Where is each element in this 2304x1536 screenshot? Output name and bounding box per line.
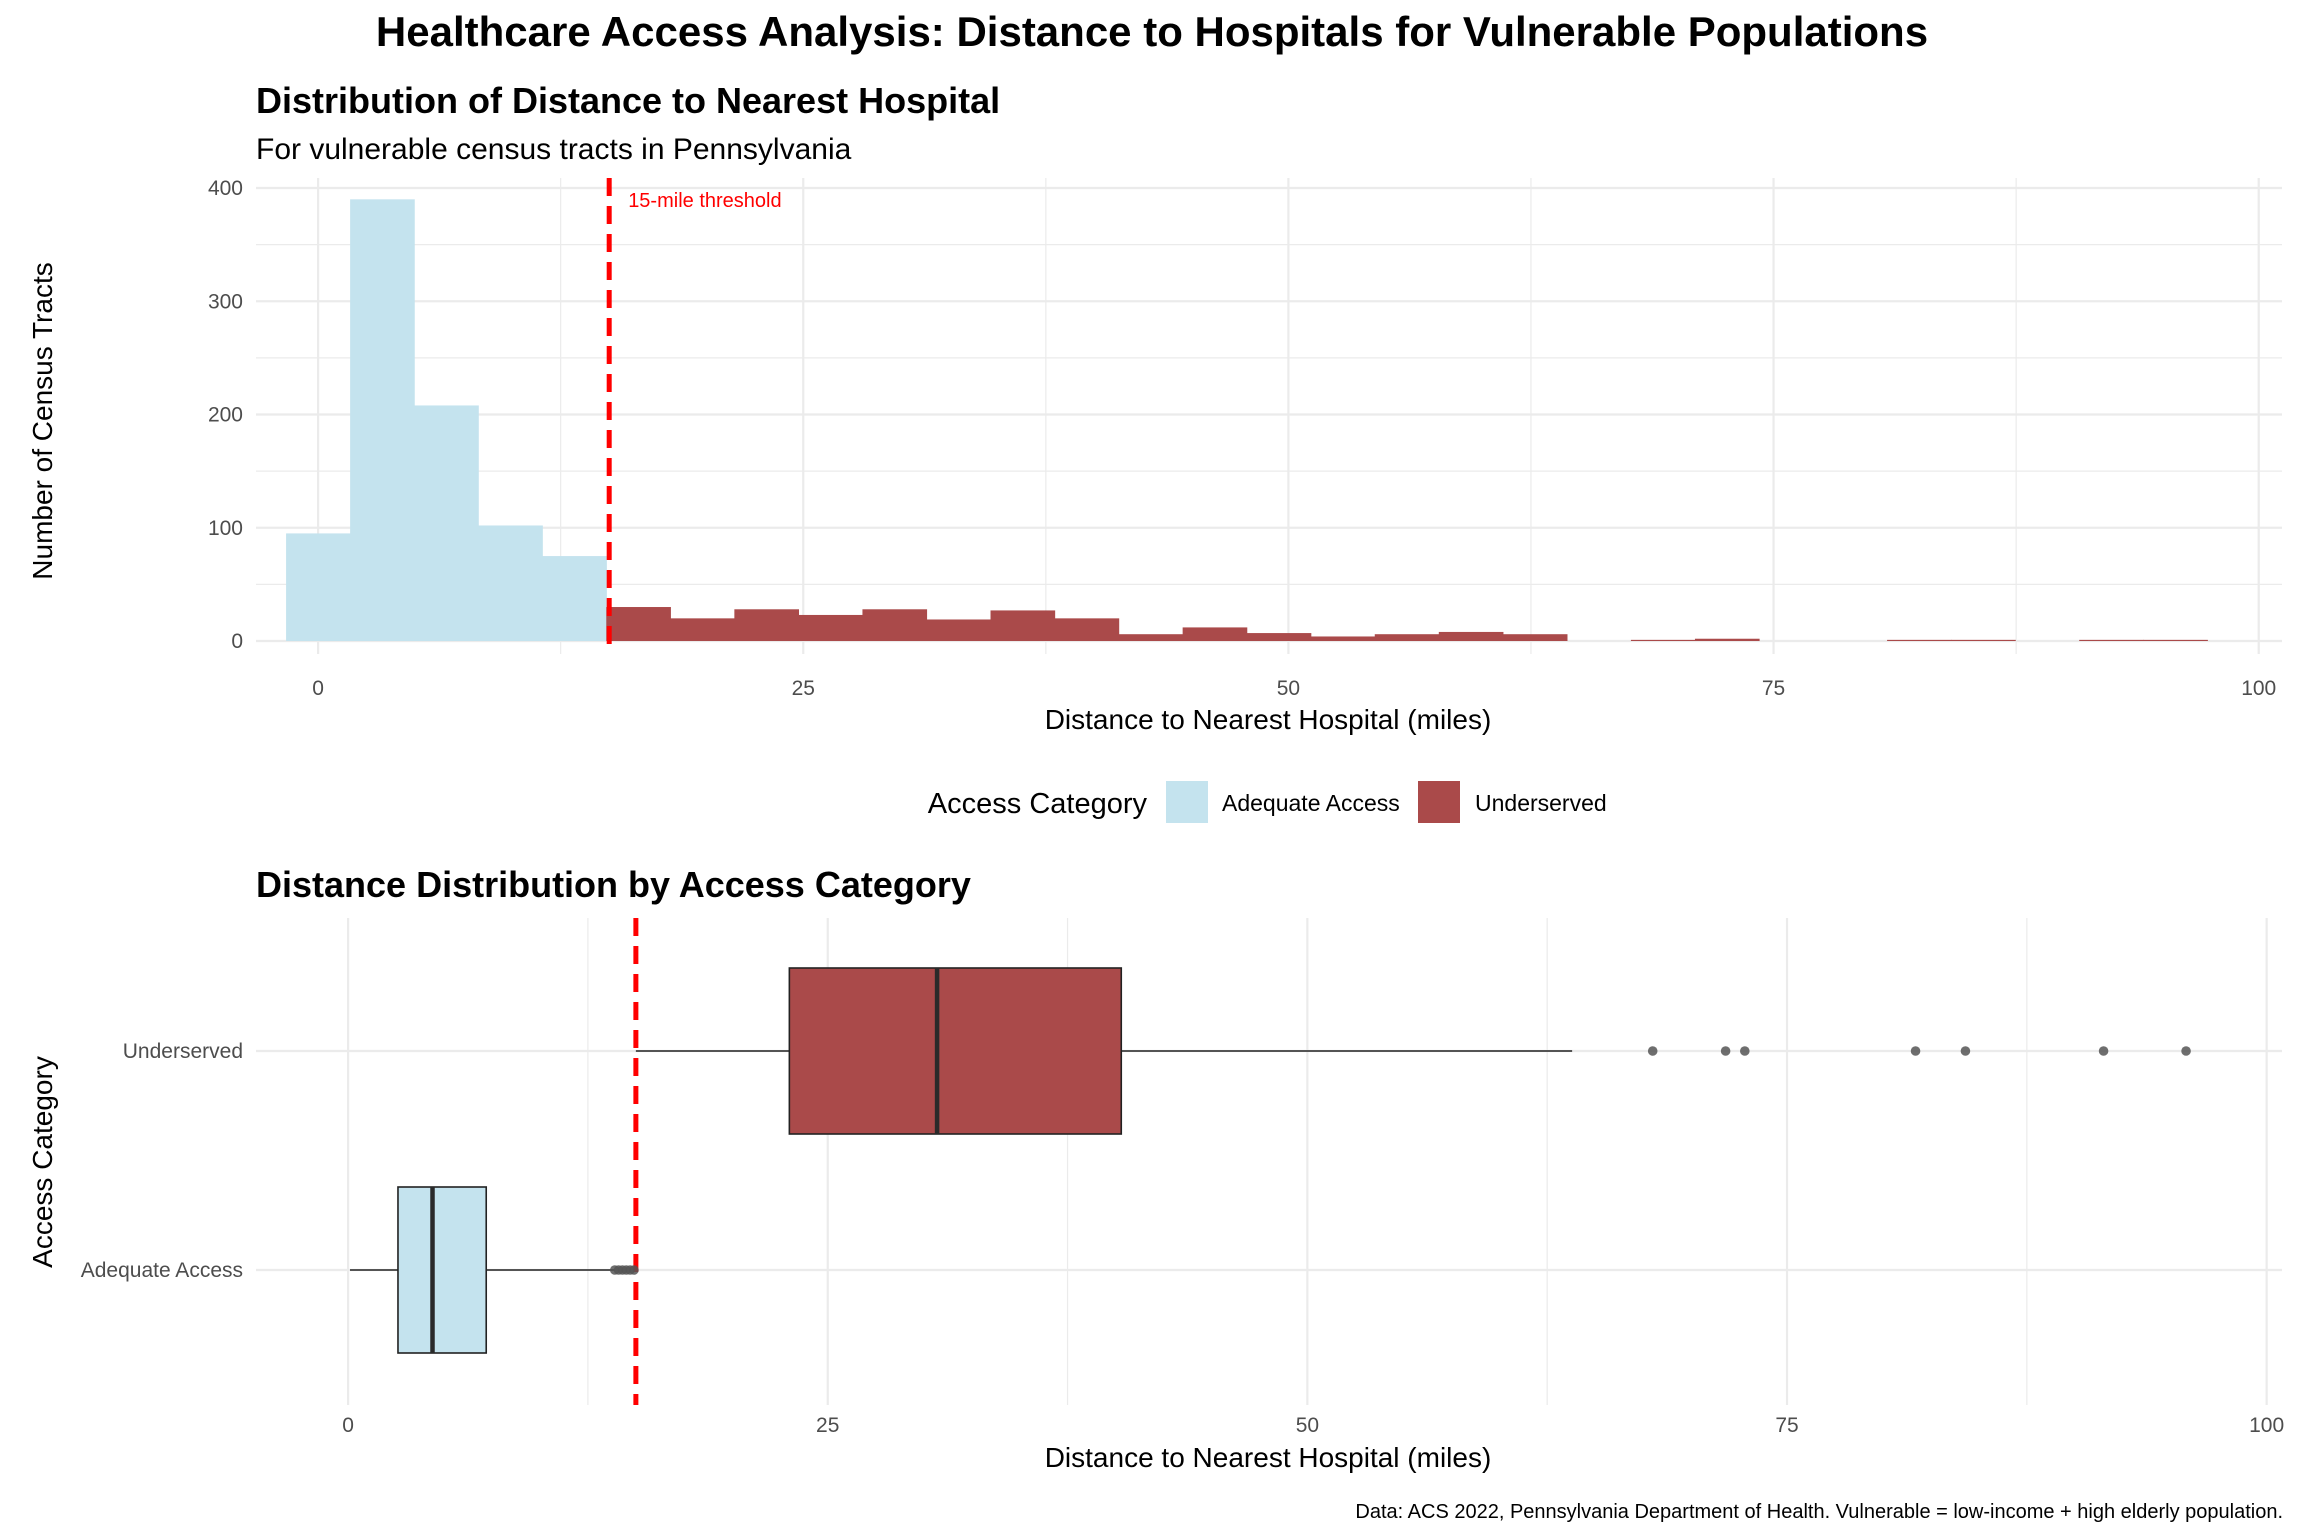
figure-caption: Data: ACS 2022, Pennsylvania Department … <box>1355 1501 2283 1523</box>
histogram-bar-underserved <box>1887 639 1952 641</box>
boxplot-x-tick-label: 0 <box>342 1414 354 1437</box>
boxplot-y-tick-label: Adequate Access <box>81 1259 243 1282</box>
histogram-bar-adequate-access <box>414 405 479 641</box>
figure-title: Healthcare Access Analysis: Distance to … <box>376 8 1928 55</box>
histogram-bar-underserved <box>1502 634 1568 641</box>
legend-swatch-adequate-access <box>1166 781 1208 823</box>
boxplot-x-tick-label: 50 <box>1296 1414 1319 1437</box>
boxplot-outlier-adequate-access <box>629 1265 639 1275</box>
histogram-bar-underserved <box>1951 639 2016 641</box>
histogram-y-tick-label: 300 <box>208 290 243 313</box>
boxplot-y-axis-label: Access Category <box>27 1056 58 1268</box>
histogram-bar-underserved <box>1246 633 1312 641</box>
histogram-title: Distribution of Distance to Nearest Hosp… <box>256 80 1000 121</box>
legend: Access Category Adequate Access Underser… <box>928 781 1607 823</box>
histogram-bar-underserved <box>2143 639 2208 641</box>
histogram-x-tick-label: 0 <box>312 677 324 700</box>
boxplot-title: Distance Distribution by Access Category <box>256 864 971 905</box>
boxplot-gridlines <box>256 918 2282 1405</box>
histogram-bar-adequate-access <box>350 199 415 641</box>
histogram-x-tick-label: 100 <box>2241 677 2276 700</box>
histogram-bar-underserved <box>1182 627 1248 641</box>
boxplot-box-adequate-access <box>397 1186 488 1354</box>
histogram-y-tick-label: 0 <box>231 630 243 653</box>
histogram-bar-underserved <box>862 609 928 641</box>
boxplot-x-ticks: 0 25 50 75 100 <box>342 1414 2284 1437</box>
histogram-y-tick-label: 100 <box>208 517 243 540</box>
histogram-x-tick-label: 25 <box>792 677 815 700</box>
histogram-bar-underserved <box>798 614 864 641</box>
histogram-y-ticks: 0 100 200 300 400 <box>208 177 243 653</box>
histogram-bar-underserved <box>1438 631 1504 641</box>
boxplot-outlier-underserved <box>1910 1046 1921 1056</box>
histogram-bar-underserved <box>1374 634 1440 641</box>
legend-swatch-underserved <box>1418 781 1460 823</box>
boxplot-outlier-underserved <box>1647 1046 1658 1056</box>
boxplot-outlier-underserved <box>1720 1046 1731 1056</box>
boxplot-x-axis-label: Distance to Nearest Hospital (miles) <box>1045 1442 1492 1473</box>
boxplot-box-underserved <box>788 967 1123 1135</box>
histogram-x-tick-label: 75 <box>1762 677 1785 700</box>
boxplot-marks <box>350 967 2191 1354</box>
boxplot-x-tick-label: 75 <box>1775 1414 1798 1437</box>
histogram-x-ticks: 0 25 50 75 100 <box>312 677 2276 700</box>
histogram-bars <box>286 199 2208 641</box>
boxplot-outlier-underserved <box>1960 1046 1971 1056</box>
boxplot-y-ticks: Underserved Adequate Access <box>81 1040 243 1282</box>
histogram-bar-underserved <box>1054 618 1120 641</box>
boxplot-outlier-underserved <box>1740 1046 1750 1056</box>
histogram-bar-underserved <box>2079 639 2144 641</box>
histogram-bar-adequate-access <box>478 525 543 641</box>
histogram-bar-underserved <box>1310 636 1376 641</box>
legend-title: Access Category <box>928 788 1148 820</box>
histogram-bar-underserved <box>1694 638 1760 641</box>
boxplot-y-tick-label: Underserved <box>123 1040 243 1063</box>
legend-label-adequate-access: Adequate Access <box>1222 790 1400 816</box>
boxplot-outlier-underserved <box>2181 1046 2191 1056</box>
histogram-x-axis-label: Distance to Nearest Hospital (miles) <box>1045 704 1492 735</box>
histogram-bar-underserved <box>606 607 671 641</box>
legend-label-underserved: Underserved <box>1475 790 1607 816</box>
histogram-bar-underserved <box>670 618 735 641</box>
histogram-x-tick-label: 50 <box>1277 677 1300 700</box>
histogram-bar-underserved <box>1118 634 1184 641</box>
boxplot-x-tick-label: 100 <box>2249 1414 2284 1437</box>
histogram-y-tick-label: 400 <box>208 177 243 200</box>
histogram-bar-adequate-access <box>286 533 351 641</box>
histogram-bar-underserved <box>990 610 1056 641</box>
histogram-y-tick-label: 200 <box>208 404 243 427</box>
histogram-bar-underserved <box>734 609 800 641</box>
histogram-threshold-label: 15-mile threshold <box>628 190 781 212</box>
histogram-bar-adequate-access <box>542 556 607 641</box>
boxplot-x-tick-label: 25 <box>816 1414 839 1437</box>
histogram-bar-underserved <box>926 619 992 641</box>
histogram-y-axis-label: Number of Census Tracts <box>27 262 58 579</box>
histogram-subtitle: For vulnerable census tracts in Pennsylv… <box>256 133 852 166</box>
histogram-bar-underserved <box>1630 639 1696 641</box>
boxplot-outlier-underserved <box>2098 1046 2109 1056</box>
